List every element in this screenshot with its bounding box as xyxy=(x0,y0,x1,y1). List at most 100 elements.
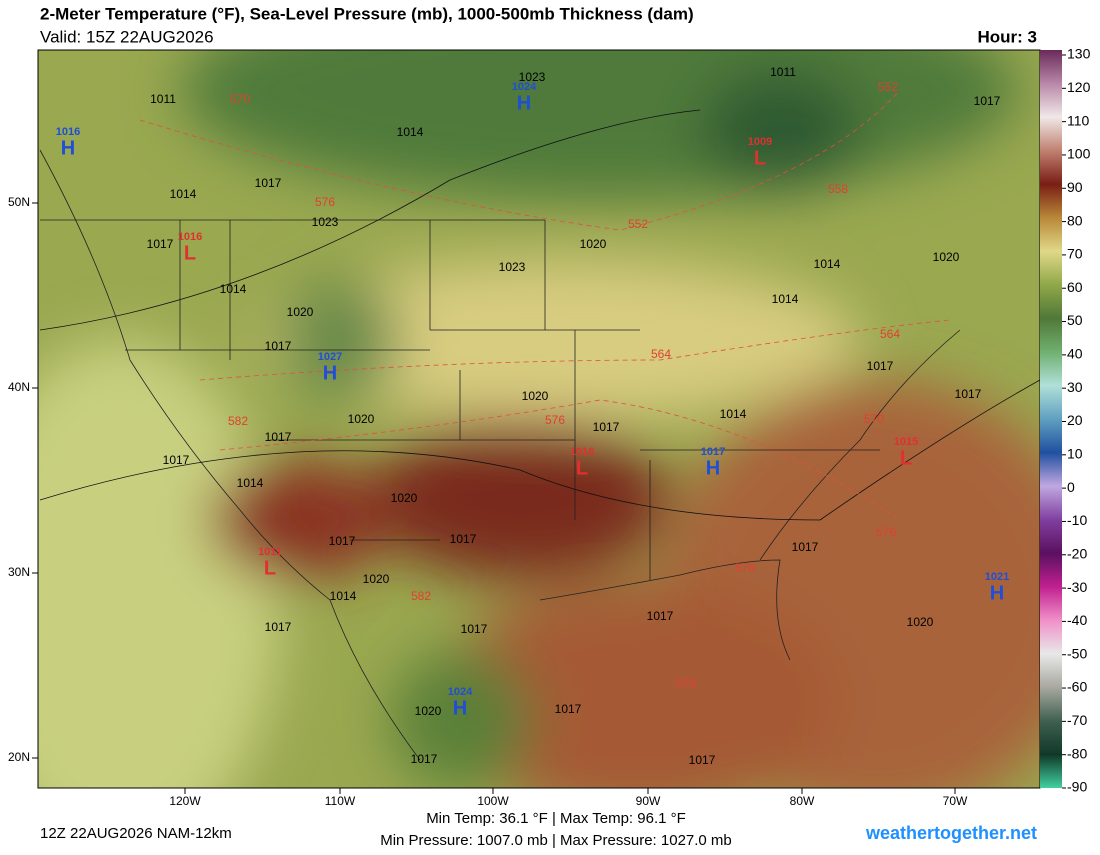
lat-label: 20N xyxy=(8,750,30,764)
colorbar-label: -90 xyxy=(1067,779,1087,795)
colorbar-label: 130 xyxy=(1067,46,1091,62)
center-pressure: 1024 xyxy=(512,81,537,93)
colorbar-label: 30 xyxy=(1067,379,1083,395)
colorbar-label: 20 xyxy=(1067,412,1083,428)
thickness-label: 564 xyxy=(880,327,900,341)
thickness-label: 576 xyxy=(676,676,696,690)
colorbar-label: 90 xyxy=(1067,179,1083,195)
center-letter: L xyxy=(754,147,766,169)
colorbar-label: -30 xyxy=(1067,579,1087,595)
isobar-label: 1017 xyxy=(555,702,582,716)
colorbar-label: -80 xyxy=(1067,745,1087,761)
colorbar-label: -20 xyxy=(1067,545,1087,561)
thickness-label: 576 xyxy=(735,561,755,575)
rockies xyxy=(280,280,400,400)
lon-label: 90W xyxy=(636,794,661,808)
center-pressure: 1011 xyxy=(258,546,282,558)
colorbar-label: 0 xyxy=(1067,479,1075,495)
isobar-label: 1017 xyxy=(265,430,292,444)
isobar-label: 1014 xyxy=(397,125,424,139)
center-pressure: 1017 xyxy=(701,446,725,458)
colorbar-label: 100 xyxy=(1067,146,1091,162)
isobar-label: 1017 xyxy=(689,753,716,767)
lon-label: 120W xyxy=(169,794,201,808)
isobar-label: 1020 xyxy=(580,237,607,251)
hudson xyxy=(700,70,860,190)
gulf xyxy=(440,580,840,788)
isobar-label: 1017 xyxy=(647,609,674,623)
isobar-label: 1017 xyxy=(450,532,477,546)
center-pressure: 1021 xyxy=(985,571,1009,583)
isobar-label: 1020 xyxy=(348,412,375,426)
colorbar-label: -60 xyxy=(1067,679,1087,695)
lon-label: 80W xyxy=(790,794,815,808)
isobar-label: 1014 xyxy=(772,292,799,306)
thickness-label: 564 xyxy=(651,347,671,361)
colorbar-label: 120 xyxy=(1067,79,1091,95)
thickness-label: 570 xyxy=(230,92,250,106)
isobar-label: 1014 xyxy=(170,187,197,201)
colorbar xyxy=(1040,50,1062,788)
site: weathertogether.net xyxy=(865,823,1037,843)
isobar-label: 1023 xyxy=(519,70,546,84)
center-pressure: 1016 xyxy=(56,126,80,138)
isobar-label: 1014 xyxy=(330,589,357,603)
thickness-label: 576 xyxy=(315,195,335,209)
colorbar-label: -10 xyxy=(1067,512,1087,528)
isobar-label: 1020 xyxy=(415,704,442,718)
center-letter: H xyxy=(453,697,467,719)
center-letter: H xyxy=(323,362,337,384)
isobar-label: 1023 xyxy=(312,215,339,229)
isobar-label: 1017 xyxy=(163,453,190,467)
isobar-label: 1017 xyxy=(867,359,894,373)
lon-label: 70W xyxy=(943,794,968,808)
center-pressure: 1027 xyxy=(318,351,342,363)
center-letter: L xyxy=(184,242,196,264)
colorbar-label: 60 xyxy=(1067,279,1083,295)
isobar-label: 1017 xyxy=(329,534,356,548)
coastline xyxy=(39,149,961,761)
isobar-label: 1023 xyxy=(499,260,526,274)
center-pressure: 1024 xyxy=(448,686,473,698)
isobar-label: 1017 xyxy=(792,540,819,554)
center-pressure: 1016 xyxy=(570,446,594,458)
isobar-label: 1011 xyxy=(770,65,796,79)
colorbar-label: 40 xyxy=(1067,346,1083,362)
center-letter: H xyxy=(990,582,1004,604)
center-letter: L xyxy=(900,447,912,469)
isobar-label: 1014 xyxy=(720,407,747,421)
lat-label: 40N xyxy=(8,380,30,394)
thickness-label: 576 xyxy=(545,413,565,427)
colorbar-label: 70 xyxy=(1067,246,1083,262)
isobar-label: 1020 xyxy=(522,389,549,403)
isobar-label: 1017 xyxy=(255,176,282,190)
thickness-lines xyxy=(139,89,951,521)
colorbar-label: -40 xyxy=(1067,612,1087,628)
center-letter: H xyxy=(706,457,720,479)
isobar-label: 1017 xyxy=(461,622,488,636)
colorbar-label: 80 xyxy=(1067,212,1083,228)
thickness-label: 552 xyxy=(628,217,648,231)
isobar-label: 1020 xyxy=(363,572,390,586)
forecast-hour: Hour: 3 xyxy=(978,27,1038,46)
desert-heat xyxy=(210,460,390,580)
isobar-label: 1020 xyxy=(907,615,934,629)
center-pressure: 1009 xyxy=(748,136,772,148)
isobar-label: 1020 xyxy=(391,491,418,505)
thickness-label: 570 xyxy=(864,412,884,426)
midwest xyxy=(260,260,860,420)
thickness-label: 558 xyxy=(828,182,848,196)
lat-label: 30N xyxy=(8,565,30,579)
isobar-label: 1014 xyxy=(237,476,264,490)
isobar-label: 1017 xyxy=(265,339,292,353)
axes: 1301201101009080706050403020100-10-20-30… xyxy=(8,46,1091,808)
thickness-label: 576 xyxy=(876,525,896,539)
isobars xyxy=(39,109,1040,521)
lon-label: 110W xyxy=(325,794,356,808)
center-letter: H xyxy=(61,137,75,159)
borders xyxy=(40,219,880,580)
title: 2-Meter Temperature (°F), Sea-Level Pres… xyxy=(40,4,694,23)
mexico-highland xyxy=(390,650,530,788)
